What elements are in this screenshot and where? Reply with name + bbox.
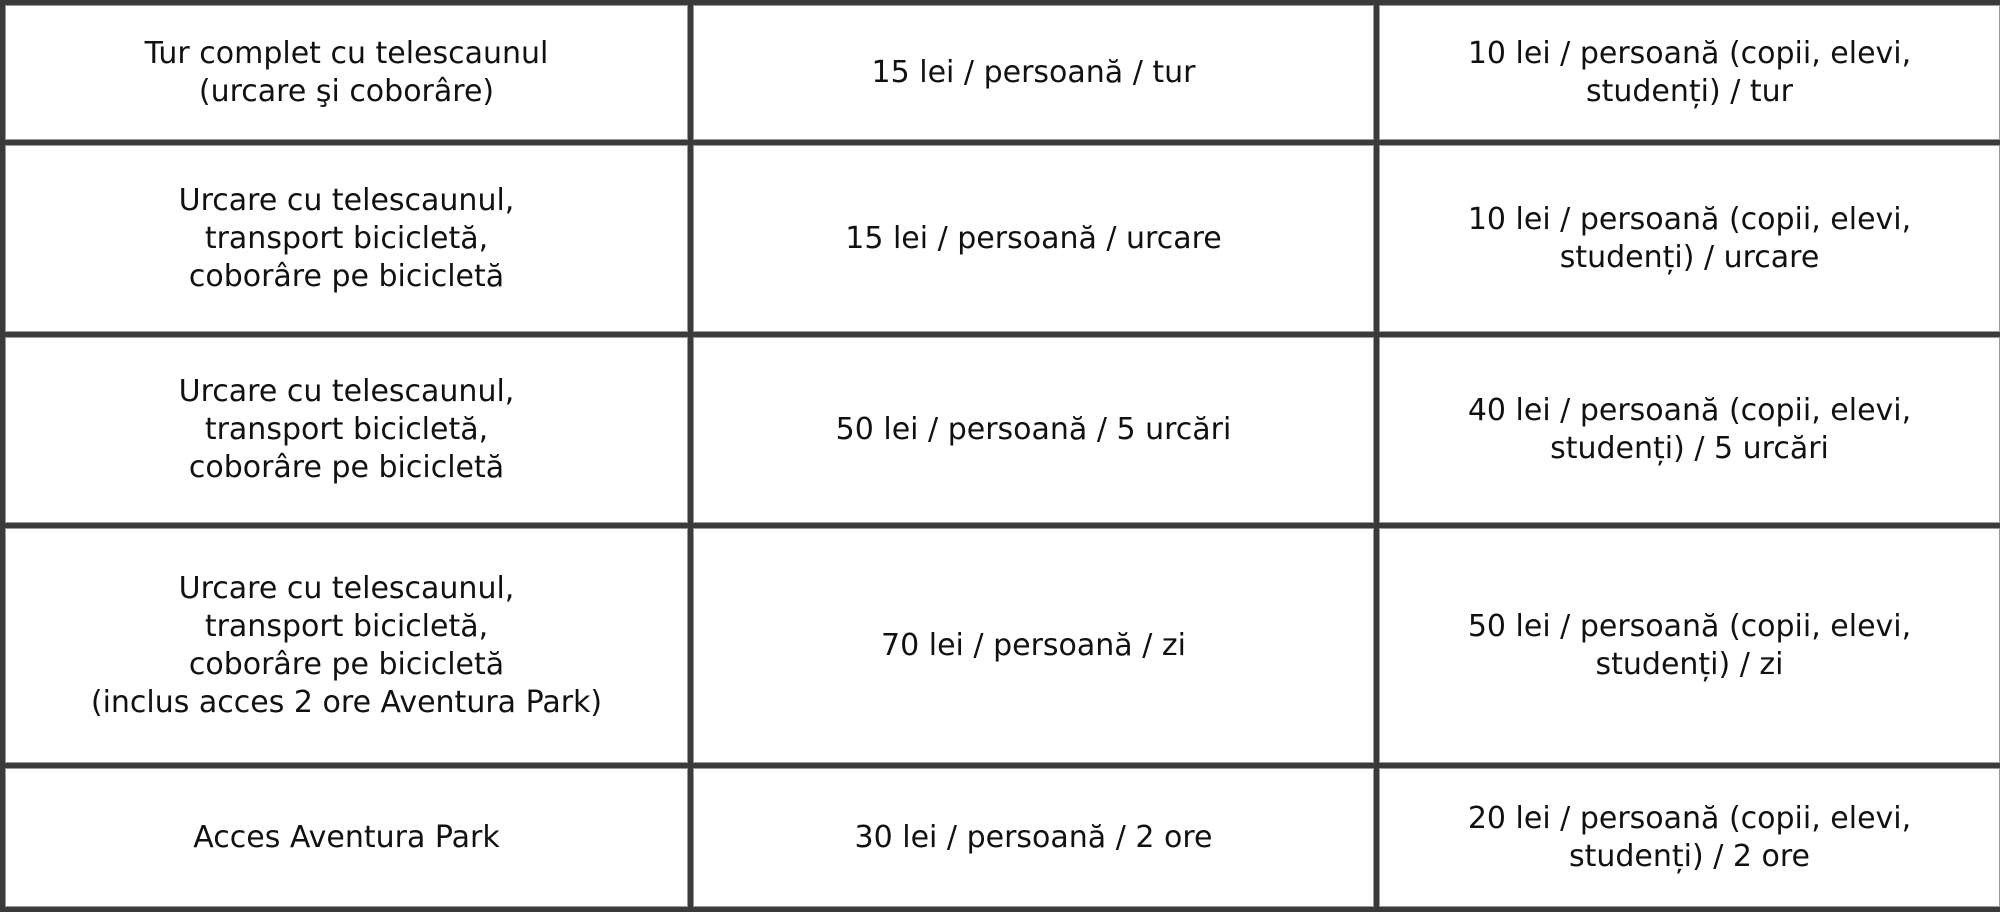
service-cell: Tur complet cu telescaunul (urcare şi co… [3, 3, 691, 143]
table-row: Urcare cu telescaunul, transport bicicle… [3, 335, 2000, 526]
reduced-price-cell: 10 lei / persoană (copii, elevi, studenț… [1377, 3, 2000, 143]
table-row: Tur complet cu telescaunul (urcare şi co… [3, 3, 2000, 143]
table-row: Acces Aventura Park 30 lei / persoană / … [3, 766, 2000, 910]
price-cell: 30 lei / persoană / 2 ore [691, 766, 1377, 910]
price-cell: 15 lei / persoană / urcare [691, 143, 1377, 335]
table-row: Urcare cu telescaunul, transport bicicle… [3, 526, 2000, 766]
reduced-price-cell: 20 lei / persoană (copii, elevi, studenț… [1377, 766, 2000, 910]
service-cell: Acces Aventura Park [3, 766, 691, 910]
service-cell: Urcare cu telescaunul, transport bicicle… [3, 143, 691, 335]
table-row: Urcare cu telescaunul, transport bicicle… [3, 143, 2000, 335]
service-cell: Urcare cu telescaunul, transport bicicle… [3, 335, 691, 526]
price-cell: 15 lei / persoană / tur [691, 3, 1377, 143]
reduced-price-cell: 40 lei / persoană (copii, elevi, studenț… [1377, 335, 2000, 526]
price-cell: 50 lei / persoană / 5 urcări [691, 335, 1377, 526]
reduced-price-cell: 10 lei / persoană (copii, elevi, studenț… [1377, 143, 2000, 335]
price-cell: 70 lei / persoană / zi [691, 526, 1377, 766]
service-cell: Urcare cu telescaunul, transport bicicle… [3, 526, 691, 766]
reduced-price-cell: 50 lei / persoană (copii, elevi, studenț… [1377, 526, 2000, 766]
